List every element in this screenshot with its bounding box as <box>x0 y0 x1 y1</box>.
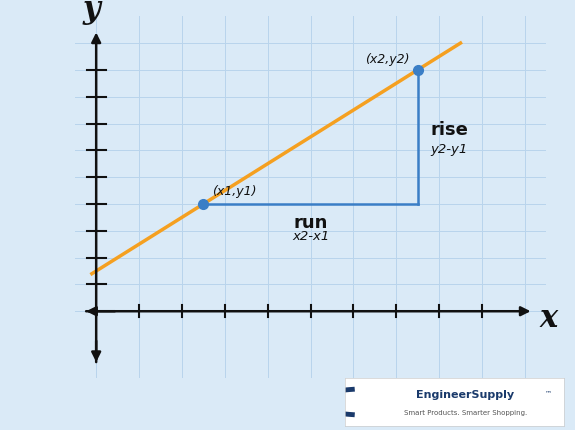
Text: y: y <box>83 0 101 25</box>
Text: rise: rise <box>431 120 469 138</box>
Text: (x1,y1): (x1,y1) <box>212 185 256 198</box>
Text: Smart Products. Smarter Shopping.: Smart Products. Smarter Shopping. <box>404 409 527 415</box>
Text: ™: ™ <box>545 389 551 395</box>
Text: x: x <box>540 303 558 334</box>
Text: y2-y1: y2-y1 <box>431 143 468 156</box>
Text: x2-x1: x2-x1 <box>292 230 329 243</box>
Text: (x2,y2): (x2,y2) <box>365 52 409 65</box>
Text: run: run <box>293 214 328 232</box>
Text: EngineerSupply: EngineerSupply <box>416 389 514 399</box>
